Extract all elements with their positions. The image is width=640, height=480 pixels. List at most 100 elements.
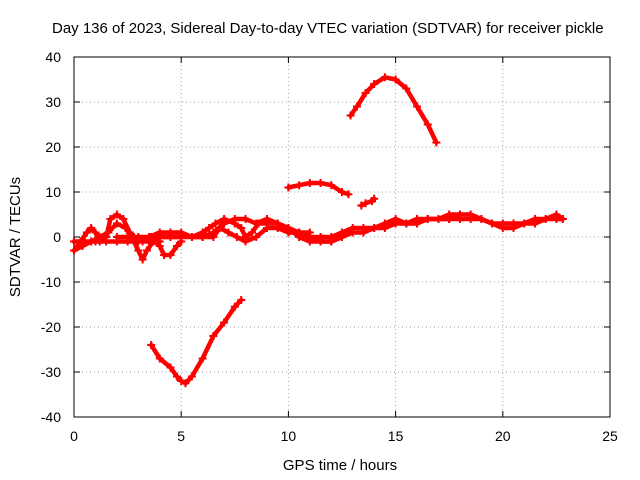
data-point: [370, 80, 379, 88]
data-point: [155, 242, 164, 250]
data-point: [215, 224, 224, 232]
data-series: [70, 73, 567, 388]
data-point: [338, 228, 346, 237]
data-point: [166, 251, 175, 259]
chart-title: Day 136 of 2023, Sidereal Day-to-day VTE…: [52, 20, 604, 37]
data-point: [509, 224, 518, 232]
data-point: [380, 73, 389, 82]
data-point: [134, 246, 143, 255]
data-point: [112, 233, 121, 241]
y-tick-label: -40: [41, 409, 61, 425]
data-point: [172, 242, 181, 250]
data-point: [209, 332, 218, 340]
data-point: [187, 233, 196, 241]
y-tick-label: 10: [45, 184, 61, 200]
series-arc-1: [71, 212, 163, 262]
data-point: [466, 215, 475, 223]
data-point: [237, 296, 246, 304]
data-point: [232, 233, 241, 241]
data-point: [209, 233, 218, 241]
y-axis-label: SDTVAR / TECUs: [7, 177, 24, 297]
data-point: [123, 233, 132, 241]
data-point: [391, 75, 400, 84]
data-point: [87, 224, 96, 232]
data-point: [205, 224, 214, 232]
data-point: [252, 233, 261, 241]
data-point: [247, 228, 256, 237]
data-point: [423, 120, 432, 129]
data-point: [445, 215, 454, 223]
data-point: [477, 215, 486, 223]
data-point: [344, 190, 353, 199]
data-point: [198, 233, 207, 241]
series-arc-14: [348, 75, 439, 145]
y-tick-label: -20: [41, 319, 61, 335]
data-point: [284, 228, 293, 237]
data-point: [361, 199, 370, 208]
data-point: [305, 233, 314, 241]
data-point: [413, 102, 422, 111]
data-point: [254, 219, 263, 228]
data-point: [82, 228, 91, 237]
data-point: [142, 246, 151, 255]
data-point: [211, 219, 220, 228]
data-point: [558, 215, 567, 223]
data-point: [134, 233, 143, 241]
data-point: [284, 183, 293, 192]
data-point: [91, 237, 100, 246]
data-point: [177, 233, 186, 241]
data-point: [327, 233, 336, 241]
data-point: [541, 215, 550, 223]
x-tick-label: 15: [388, 428, 404, 444]
data-point: [346, 111, 355, 120]
axis-ticks: 0 5 10 15 20 25 -40 -30 -20 -10 0 10 20 30 40: [41, 49, 618, 444]
y-tick-label: -10: [41, 274, 61, 290]
x-tick-label: 20: [495, 428, 511, 444]
data-point: [155, 354, 164, 363]
data-point: [181, 379, 190, 388]
data-point: [391, 219, 400, 228]
data-point: [220, 318, 229, 327]
data-point: [359, 224, 368, 232]
data-point: [241, 237, 250, 246]
data-point: [402, 219, 411, 228]
data-point: [220, 215, 229, 223]
y-tick-label: 30: [45, 94, 61, 110]
data-point: [147, 341, 156, 349]
series-arc-11: [148, 297, 244, 386]
series-arc-13: [359, 196, 377, 208]
data-point: [230, 302, 239, 311]
data-point: [112, 219, 121, 228]
data-point: [177, 377, 186, 385]
data-point: [357, 201, 366, 210]
x-tick-label: 5: [177, 428, 185, 444]
data-point: [262, 224, 271, 232]
data-point: [145, 233, 154, 241]
data-point: [348, 224, 357, 232]
y-tick-label: 0: [53, 229, 61, 245]
data-point: [530, 219, 539, 228]
data-point: [316, 233, 325, 241]
data-point: [155, 233, 164, 241]
data-point: [237, 224, 246, 232]
data-point: [224, 228, 233, 237]
data-point: [102, 237, 111, 246]
data-point: [353, 102, 362, 111]
data-point: [316, 179, 325, 187]
data-point: [241, 215, 250, 223]
data-point: [230, 219, 239, 228]
data-point: [434, 215, 443, 223]
data-point: [488, 219, 497, 228]
x-tick-label: 10: [281, 428, 297, 444]
data-point: [498, 224, 507, 232]
data-point: [295, 181, 304, 190]
y-tick-label: -30: [41, 364, 61, 380]
data-point: [91, 228, 100, 237]
data-point: [119, 215, 128, 223]
data-point: [104, 228, 113, 237]
data-point: [380, 224, 389, 232]
data-point: [370, 194, 379, 203]
data-point: [338, 188, 346, 196]
data-point: [121, 224, 130, 232]
